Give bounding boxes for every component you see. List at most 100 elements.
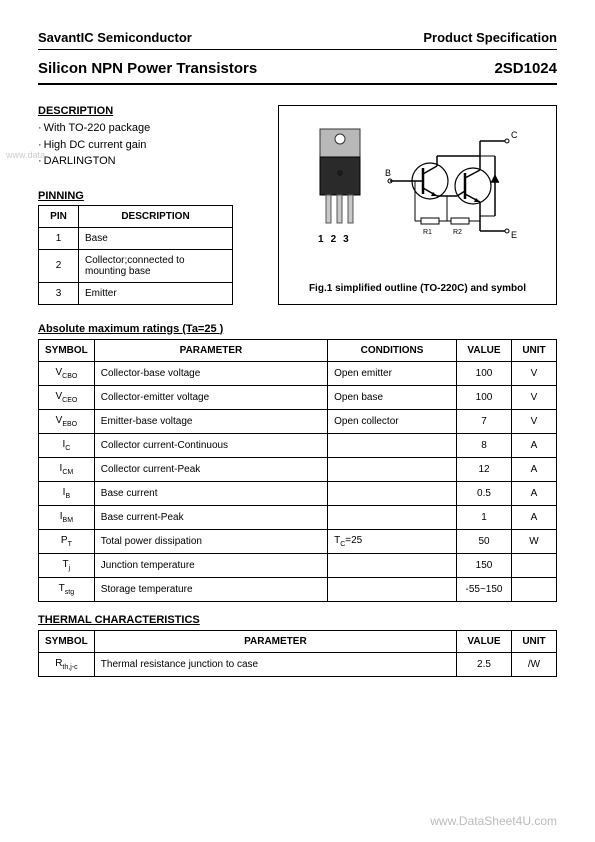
table-cell: A xyxy=(512,481,557,505)
table-cell xyxy=(328,577,457,601)
symbol-cell: ICM xyxy=(39,457,95,481)
symbol-cell: VEBO xyxy=(39,409,95,433)
symbol-cell: VCEO xyxy=(39,385,95,409)
col-unit: UNIT xyxy=(512,339,557,361)
symbol-cell: IC xyxy=(39,433,95,457)
table-row: VCBOCollector-base voltageOpen emitter10… xyxy=(39,361,557,385)
table-cell xyxy=(512,553,557,577)
table-cell: Collector current-Continuous xyxy=(94,433,327,457)
table-cell: Total power dissipation xyxy=(94,529,327,553)
table-cell: 100 xyxy=(457,385,512,409)
table-cell xyxy=(328,553,457,577)
table-row: PTTotal power dissipationTC=2550W xyxy=(39,529,557,553)
table-cell: Collector-base voltage xyxy=(94,361,327,385)
table-row: TjJunction temperature150 xyxy=(39,553,557,577)
table-cell: V xyxy=(512,361,557,385)
table-header-row: PIN DESCRIPTION xyxy=(39,205,233,227)
pin-labels: 1 2 3 xyxy=(310,234,370,245)
table-row: VEBOEmitter-base voltageOpen collector7V xyxy=(39,409,557,433)
table-row: 1Base xyxy=(39,227,233,249)
symbol-cell: PT xyxy=(39,529,95,553)
symbol-cell: VCBO xyxy=(39,361,95,385)
table-cell: W xyxy=(512,529,557,553)
company-name: SavantIC Semiconductor xyxy=(38,30,192,45)
description-list: With TO-220 package High DC current gain… xyxy=(38,120,258,170)
table-cell: 100 xyxy=(457,361,512,385)
col-symbol: SYMBOL xyxy=(39,339,95,361)
pin-label: 2 xyxy=(331,234,337,245)
table-cell xyxy=(328,481,457,505)
table-cell xyxy=(512,577,557,601)
table-row: ICMCollector current-Peak12A xyxy=(39,457,557,481)
table-row: IBMBase current-Peak 1A xyxy=(39,505,557,529)
table-row: ICCollector current-Continuous 8A xyxy=(39,433,557,457)
table-cell: 2 xyxy=(39,249,79,282)
col-pin: PIN xyxy=(39,205,79,227)
symbol-cell: Tstg xyxy=(39,577,95,601)
table-row: IBBase current 0.5A xyxy=(39,481,557,505)
figure-caption: Fig.1 simplified outline (TO-220C) and s… xyxy=(309,283,526,294)
col-symbol: SYMBOL xyxy=(39,630,95,652)
table-cell: Emitter xyxy=(79,282,233,304)
table-cell: 0.5 xyxy=(457,481,512,505)
package-outline: 1 2 3 xyxy=(310,127,370,245)
table-cell: TC=25 xyxy=(328,529,457,553)
symbol-cell: IB xyxy=(39,481,95,505)
table-cell: A xyxy=(512,433,557,457)
table-row: 3Emitter xyxy=(39,282,233,304)
table-cell: 3 xyxy=(39,282,79,304)
thermal-heading: THERMAL CHARACTERISTICS xyxy=(38,614,557,626)
desc-item: With TO-220 package xyxy=(38,120,258,137)
table-cell: 2.5 xyxy=(457,652,512,676)
table-cell: Open collector xyxy=(328,409,457,433)
col-param: PARAMETER xyxy=(94,630,456,652)
ratings-heading: Absolute maximum ratings (Ta=25 ) xyxy=(38,323,557,335)
col-value: VALUE xyxy=(457,630,512,652)
table-cell xyxy=(328,505,457,529)
pin-label: 3 xyxy=(343,234,349,245)
header-row: SavantIC Semiconductor Product Specifica… xyxy=(38,30,557,50)
table-cell: 150 xyxy=(457,553,512,577)
desc-item: High DC current gain xyxy=(38,137,258,154)
symbol-cell: IBM xyxy=(39,505,95,529)
table-cell: Base current-Peak xyxy=(94,505,327,529)
to220-icon xyxy=(310,127,370,227)
table-cell: 1 xyxy=(39,227,79,249)
table-cell xyxy=(328,433,457,457)
table-row: VCEOCollector-emitter voltageOpen base10… xyxy=(39,385,557,409)
table-cell: Junction temperature xyxy=(94,553,327,577)
doc-type: Product Specification xyxy=(423,30,557,45)
table-cell: /W xyxy=(512,652,557,676)
table-cell: Base current xyxy=(94,481,327,505)
table-cell: 50 xyxy=(457,529,512,553)
pinning-table: PIN DESCRIPTION 1Base2Collector;connecte… xyxy=(38,205,233,305)
table-cell: Collector-emitter voltage xyxy=(94,385,327,409)
col-param: PARAMETER xyxy=(94,339,327,361)
table-cell: -55~150 xyxy=(457,577,512,601)
ratings-table: SYMBOL PARAMETER CONDITIONS VALUE UNIT V… xyxy=(38,339,557,602)
table-row: TstgStorage temperature-55~150 xyxy=(39,577,557,601)
label-c: C xyxy=(511,130,518,140)
title-row: Silicon NPN Power Transistors 2SD1024 xyxy=(38,50,557,85)
figure-content: 1 2 3 B xyxy=(310,116,525,256)
table-cell: Thermal resistance junction to case xyxy=(94,652,456,676)
table-header-row: SYMBOL PARAMETER CONDITIONS VALUE UNIT xyxy=(39,339,557,361)
watermark-left: www.data xyxy=(6,150,45,160)
thermal-table: SYMBOL PARAMETER VALUE UNIT Rth,j-cTherm… xyxy=(38,630,557,677)
table-cell: V xyxy=(512,385,557,409)
description-heading: DESCRIPTION xyxy=(38,105,258,117)
table-cell: Base xyxy=(79,227,233,249)
label-e: E xyxy=(511,230,517,240)
watermark-bottom: www.DataSheet4U.com xyxy=(430,814,557,828)
part-number: 2SD1024 xyxy=(494,60,557,77)
table-cell: 12 xyxy=(457,457,512,481)
table-cell: 8 xyxy=(457,433,512,457)
darlington-symbol-icon: B C xyxy=(385,126,525,246)
table-row: Rth,j-cThermal resistance junction to ca… xyxy=(39,652,557,676)
pinning-heading: PINNING xyxy=(38,190,258,202)
label-r2: R2 xyxy=(453,229,462,236)
table-cell: 1 xyxy=(457,505,512,529)
pin-label: 1 xyxy=(318,234,324,245)
figure-box: 1 2 3 B xyxy=(278,105,557,305)
table-cell: A xyxy=(512,505,557,529)
